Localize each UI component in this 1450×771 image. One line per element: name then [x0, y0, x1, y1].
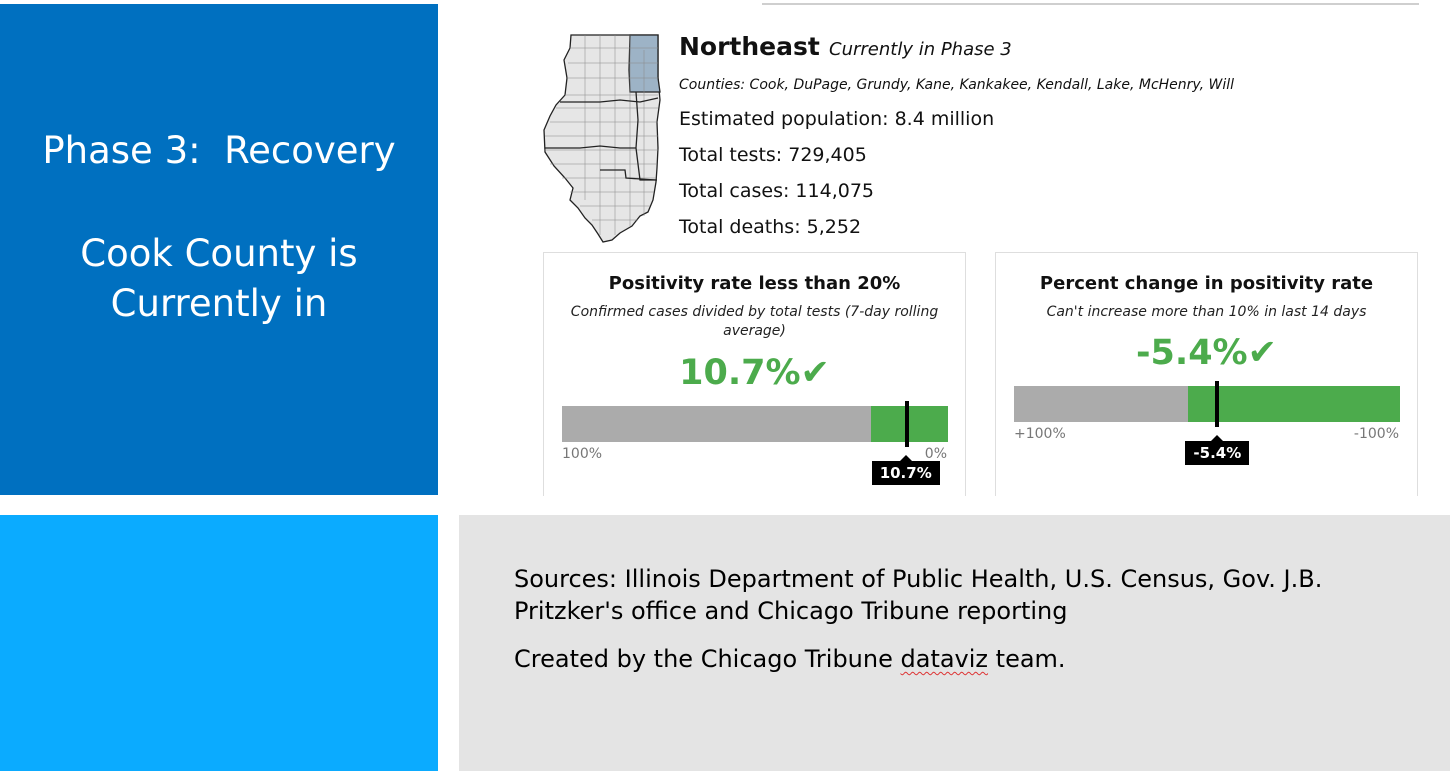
positivity-bar	[562, 406, 948, 442]
county-status-text: Cook County is Currently in	[80, 232, 358, 325]
bar-marker	[904, 401, 909, 447]
credit-text: Created by the Chicago Tribune dataviz t…	[514, 645, 1066, 673]
change-bar	[1014, 386, 1400, 422]
metric-value-text: 10.7%	[679, 353, 801, 393]
divider-line	[762, 3, 1419, 5]
sources-text: Sources: Illinois Department of Public H…	[514, 565, 1323, 625]
credit-suffix: team.	[988, 645, 1066, 673]
check-icon: ✔	[1247, 333, 1277, 373]
credit-dataviz-word: dataviz	[900, 645, 989, 673]
marker-tag: -5.4%	[1185, 435, 1250, 465]
population-stat: Estimated population: 8.4 million	[679, 108, 995, 130]
sources-panel: Sources: Illinois Department of Public H…	[459, 515, 1450, 771]
metric-value-text: -5.4%	[1136, 333, 1248, 373]
region-name: Northeast	[679, 32, 820, 61]
cases-stat: Total cases: 114,075	[679, 180, 875, 202]
check-icon: ✔	[800, 353, 830, 393]
region-phase: Currently in Phase 3	[829, 39, 1012, 60]
phase-title: Phase 3: Recovery	[42, 129, 396, 172]
bar-fill-green	[1187, 386, 1400, 422]
scale-right-label: -100%	[1353, 426, 1399, 442]
phase-panel: Phase 3: Recovery Cook County is Current…	[0, 4, 438, 495]
tests-stat: Total tests: 729,405	[679, 144, 867, 166]
marker-tag: 10.7%	[871, 455, 940, 485]
metric-value: 10.7%✔	[544, 353, 965, 393]
illinois-map-icon	[543, 34, 661, 243]
positivity-rate-card: Positivity rate less than 20% Confirmed …	[543, 252, 966, 496]
bar-marker	[1215, 381, 1220, 427]
scale-left-label: 100%	[562, 446, 603, 462]
bar-fill-green	[870, 406, 948, 442]
deaths-stat: Total deaths: 5,252	[679, 216, 862, 238]
card-title: Percent change in positivity rate	[1039, 273, 1374, 294]
percent-change-card: Percent change in positivity rate Can't …	[995, 252, 1418, 496]
credit-prefix: Created by the Chicago Tribune	[514, 645, 901, 673]
card-subtitle: Can't increase more than 10% in last 14 …	[1046, 304, 1367, 320]
counties-list: Counties: Cook, DuPage, Grundy, Kane, Ka…	[679, 77, 1235, 93]
accent-panel	[0, 515, 438, 771]
card-title: Positivity rate less than 20%	[608, 273, 901, 294]
card-subtitle: Confirmed cases divided by total tests (…	[570, 304, 939, 339]
metric-value: -5.4%✔	[996, 333, 1417, 373]
scale-right-label: 0%	[924, 446, 947, 462]
scale-left-label: +100%	[1014, 426, 1066, 442]
